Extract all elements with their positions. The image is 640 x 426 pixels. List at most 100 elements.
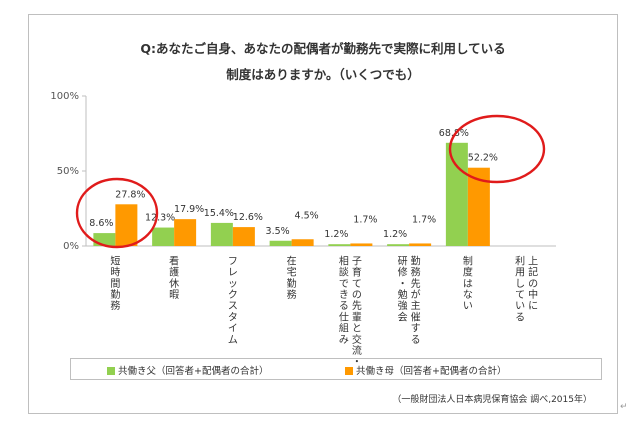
category-label-char: 度 <box>463 266 473 279</box>
y-tick-label: 100% <box>50 91 79 102</box>
category-label-char: 輩 <box>352 310 362 323</box>
bar-father <box>152 227 175 246</box>
category-label-char: 強 <box>398 299 408 312</box>
category-label-char: 宅 <box>287 266 297 279</box>
category-label-char: な <box>463 289 473 301</box>
chart-subtitle: 制度はありますか。（いくつでも） <box>226 67 420 82</box>
category-label-char: 制 <box>463 254 473 267</box>
category-label-char: て <box>515 290 525 301</box>
category-label-char: 在 <box>287 255 297 267</box>
data-label-father: 68.8% <box>439 128 469 139</box>
data-label-mother: 1.7% <box>353 214 377 225</box>
category-label-char: 談 <box>339 266 349 279</box>
legend-swatch-mother <box>345 367 353 375</box>
highlight-circle <box>75 177 159 249</box>
category-label-char: 護 <box>169 266 179 279</box>
category-label-char: 先 <box>352 300 362 312</box>
bar-mother <box>350 243 373 246</box>
category-label-char: す <box>411 323 421 335</box>
category-label-char: 勤 <box>411 254 421 267</box>
bar-mother <box>291 239 314 246</box>
bar-father <box>328 244 351 246</box>
legend-swatch-father <box>107 367 115 375</box>
bar-mother <box>467 167 490 246</box>
bar-mother <box>232 227 255 246</box>
category-label-char: に <box>528 300 538 312</box>
return-mark-icon: ↵ <box>620 402 628 412</box>
category-label-char: い <box>463 301 473 312</box>
data-label-father: 8.6% <box>89 218 113 229</box>
category-label-char: し <box>515 278 525 290</box>
highlight-circle <box>448 114 546 184</box>
category-label-char: 時 <box>110 267 120 279</box>
legend-item-father: 共働き父（回答者+配偶者の合計） <box>107 363 268 377</box>
category-label-char: タ <box>228 311 238 323</box>
category-label-char: が <box>411 288 421 301</box>
category-label-char: 主 <box>411 300 421 312</box>
category-label-char: と <box>352 323 362 335</box>
category-label-char: 用 <box>515 268 525 279</box>
category-label-char: 暇 <box>169 289 179 301</box>
category-label-char: 休 <box>169 278 179 290</box>
chart-title-line-1: Q:あなたご自身、あなたの配偶者が勤務先で実際に利用している <box>140 41 506 56</box>
category-label-char: 中 <box>528 288 538 301</box>
category-label-char: ・ <box>352 357 362 368</box>
category-label-char: 利 <box>515 255 525 267</box>
category-label-char: ス <box>228 301 238 312</box>
category-label-char: ・ <box>398 279 408 290</box>
category-label-char: 勤 <box>287 277 297 290</box>
category-label-char: ッ <box>228 279 238 290</box>
category-label-char: 務 <box>287 288 297 301</box>
category-label-char: 子 <box>352 255 362 267</box>
bar-father <box>269 240 292 246</box>
category-label-char: 交 <box>352 333 362 346</box>
data-label-mother: 52.2% <box>468 153 498 164</box>
chart-legend: 共働き父（回答者+配偶者の合計） 共働き母（回答者+配偶者の合計） <box>70 358 602 380</box>
category-label-char: 間 <box>110 278 120 290</box>
legend-label-mother: 共働き母（回答者+配偶者の合計） <box>356 366 507 377</box>
category-label-char: 仕 <box>339 310 349 323</box>
bar-mother <box>115 204 138 246</box>
y-tick-label: 0% <box>63 241 79 252</box>
source-note: （一般財団法人日本病児保育協会 調べ,2015年） <box>392 395 592 405</box>
y-tick-label: 50% <box>57 166 79 177</box>
category-label-char: み <box>339 335 349 346</box>
category-label-char: イ <box>228 324 238 335</box>
category-label-char: る <box>515 311 525 323</box>
category-label-char: ム <box>228 334 238 346</box>
category-label-char: 先 <box>411 278 421 290</box>
category-label-char: の <box>528 279 538 290</box>
data-label-mother: 17.9% <box>174 204 204 215</box>
category-label-char: る <box>339 300 349 312</box>
category-label-char: は <box>463 278 473 290</box>
category-label-char: 短 <box>110 254 120 267</box>
data-label-father: 1.2% <box>324 229 348 240</box>
category-label-char: 勉 <box>398 288 408 301</box>
category-label-char: 相 <box>339 254 349 267</box>
bar-father <box>445 142 468 246</box>
category-label-char: 上 <box>528 255 538 267</box>
category-label-char: 記 <box>528 266 538 279</box>
bar-father <box>387 244 410 246</box>
bar-father <box>93 233 116 246</box>
category-label-char: 育 <box>352 266 362 279</box>
category-label-char: ク <box>228 289 238 301</box>
category-label-char: レ <box>228 268 238 279</box>
category-label-char: 組 <box>339 322 349 335</box>
data-label-mother: 27.8% <box>115 189 145 200</box>
data-label-father: 3.5% <box>266 226 290 237</box>
chart-title: Q:あなたご自身、あなたの配偶者が勤務先で実際に利用している 制度はありますか。… <box>28 36 618 88</box>
category-label-char: 看 <box>169 254 179 267</box>
data-label-father: 1.2% <box>383 229 407 240</box>
legend-label-father: 共働き父（回答者+配偶者の合計） <box>118 366 269 377</box>
category-label-char: 会 <box>398 310 408 323</box>
category-label-char: 務 <box>110 299 120 312</box>
data-label-mother: 12.6% <box>233 212 263 223</box>
category-label-char: い <box>515 301 525 312</box>
category-label-char: の <box>352 290 362 301</box>
category-label-char: 研 <box>398 255 408 267</box>
category-label-char: て <box>352 279 362 290</box>
category-label-char: 流 <box>352 344 362 357</box>
bar-mother <box>174 219 197 246</box>
legend-item-mother: 共働き母（回答者+配偶者の合計） <box>345 363 506 377</box>
